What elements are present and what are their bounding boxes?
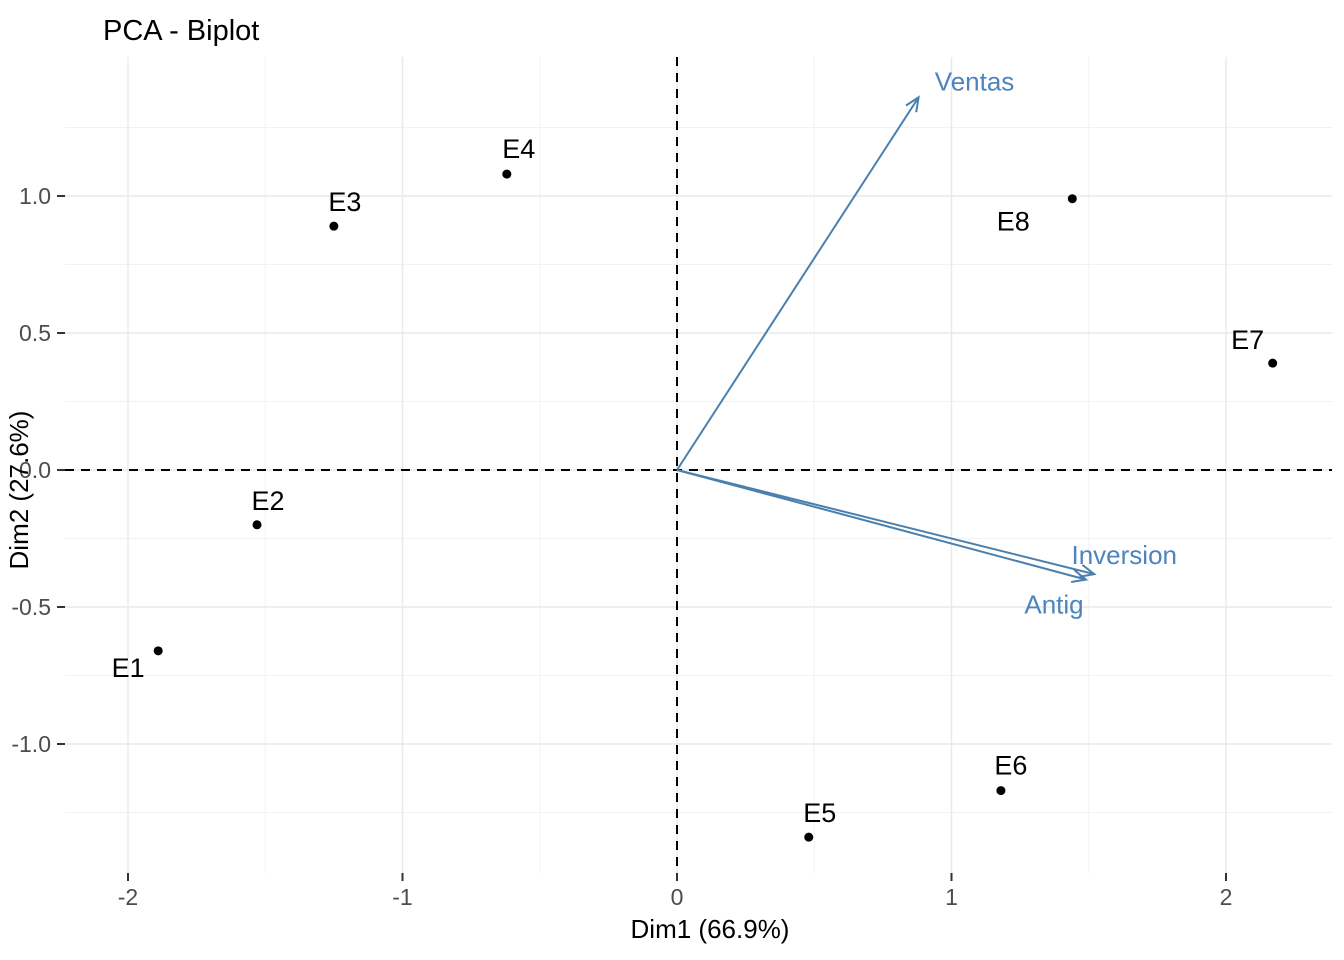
- data-point-label: E8: [997, 207, 1030, 237]
- data-point: [329, 221, 339, 231]
- data-point: [153, 646, 163, 656]
- grid-layer: [65, 57, 1332, 873]
- data-point: [996, 786, 1006, 796]
- data-point: [1268, 358, 1278, 368]
- data-point-label: E7: [1231, 325, 1264, 355]
- variable-arrow: [676, 469, 1087, 581]
- variable-arrow: [676, 469, 1095, 576]
- y-tick-label: -1.0: [11, 731, 51, 757]
- x-tick-label: 2: [1220, 884, 1233, 910]
- variable-arrowhead: [905, 95, 920, 113]
- data-point: [804, 832, 814, 842]
- variable-label: Inversion: [1071, 540, 1177, 570]
- variable-label: Ventas: [935, 66, 1015, 96]
- y-tick-label: 0.5: [19, 320, 51, 346]
- data-point-label: E2: [251, 486, 284, 516]
- data-point: [1067, 194, 1077, 204]
- y-tick-label: 0.0: [19, 457, 51, 483]
- data-point-label: E5: [803, 798, 836, 828]
- plot-title: PCA - Biplot: [103, 15, 259, 47]
- y-axis-title: Dim2 (27.6%): [4, 411, 34, 570]
- variable-arrow: [676, 96, 920, 471]
- axes: -2 -1 0 1 2 1.0 0.5 0.0 -0.5 -1.0: [11, 183, 1232, 910]
- variable-arrowhead: [1071, 569, 1089, 583]
- x-tick-label: 0: [671, 884, 684, 910]
- y-tick-label: -0.5: [11, 594, 51, 620]
- x-axis-title: Dim1 (66.9%): [631, 914, 790, 944]
- variable-arrowhead: [1079, 564, 1097, 578]
- x-tick-label: -2: [118, 884, 138, 910]
- data-points: E1 E2 E3 E4 E5 E6 E7 E8: [112, 134, 1278, 842]
- data-point-label: E4: [502, 134, 535, 164]
- data-point-label: E3: [328, 187, 361, 217]
- variable-vectors: Ventas Inversion Antig: [676, 66, 1177, 620]
- data-point-label: E6: [994, 751, 1027, 781]
- data-point-label: E1: [112, 653, 145, 683]
- y-tick-label: 1.0: [19, 183, 51, 209]
- x-tick-label: 1: [945, 884, 958, 910]
- zero-reference-lines: [65, 57, 1332, 873]
- data-point: [252, 520, 262, 530]
- variable-label: Antig: [1024, 590, 1083, 620]
- data-point: [502, 169, 512, 179]
- x-tick-label: -1: [392, 884, 412, 910]
